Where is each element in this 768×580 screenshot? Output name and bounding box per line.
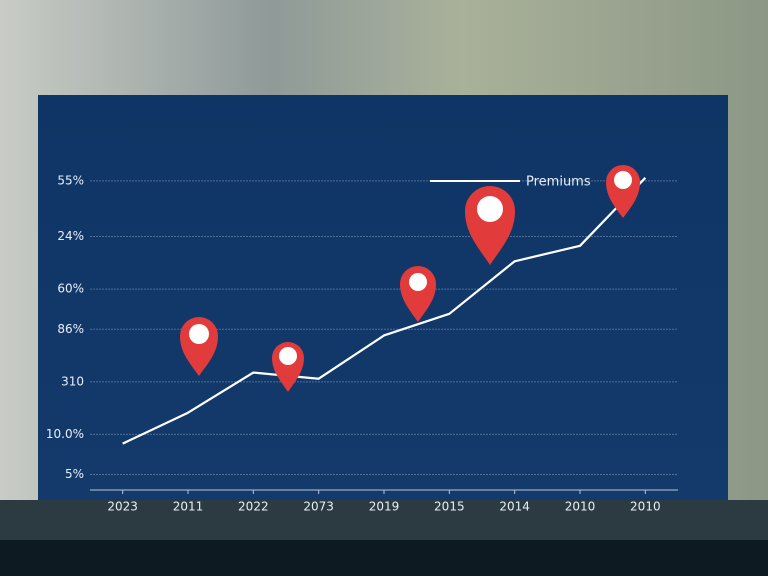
y-tick-label: 60% bbox=[57, 282, 84, 296]
pin bbox=[272, 342, 304, 392]
y-tick-label: 24% bbox=[57, 229, 84, 243]
y-tick-label: 310 bbox=[61, 374, 84, 388]
desk-edge bbox=[0, 540, 768, 576]
y-tick-label: 86% bbox=[57, 322, 84, 336]
x-tick-label: 2010 bbox=[630, 500, 661, 514]
pin bbox=[606, 165, 640, 218]
x-tick-label: 2023 bbox=[107, 500, 138, 514]
x-tick-label: 2073 bbox=[303, 500, 334, 514]
series-line bbox=[122, 177, 647, 445]
y-tick-label: 5% bbox=[65, 467, 84, 481]
y-tick-label: 10.0% bbox=[46, 427, 84, 441]
legend-label: Premiums bbox=[526, 175, 591, 190]
x-tick-label: 2011 bbox=[173, 500, 204, 514]
pin bbox=[400, 266, 436, 322]
x-tick-label: 2022 bbox=[238, 500, 269, 514]
x-tick-label: 2015 bbox=[434, 500, 465, 514]
plot: 5% 10.0% 310 86% 60% 24% 55% 2023 2011 2022 2073 20… bbox=[46, 173, 678, 514]
pin bbox=[180, 317, 218, 376]
pins bbox=[180, 165, 640, 392]
chart-panel bbox=[38, 95, 728, 500]
pin bbox=[465, 186, 515, 265]
x-tick-label: 2010 bbox=[565, 500, 596, 514]
y-tick-label: 55% bbox=[57, 173, 84, 187]
x-tick-label: 2019 bbox=[369, 500, 400, 514]
x-tick-label: 2014 bbox=[499, 500, 530, 514]
